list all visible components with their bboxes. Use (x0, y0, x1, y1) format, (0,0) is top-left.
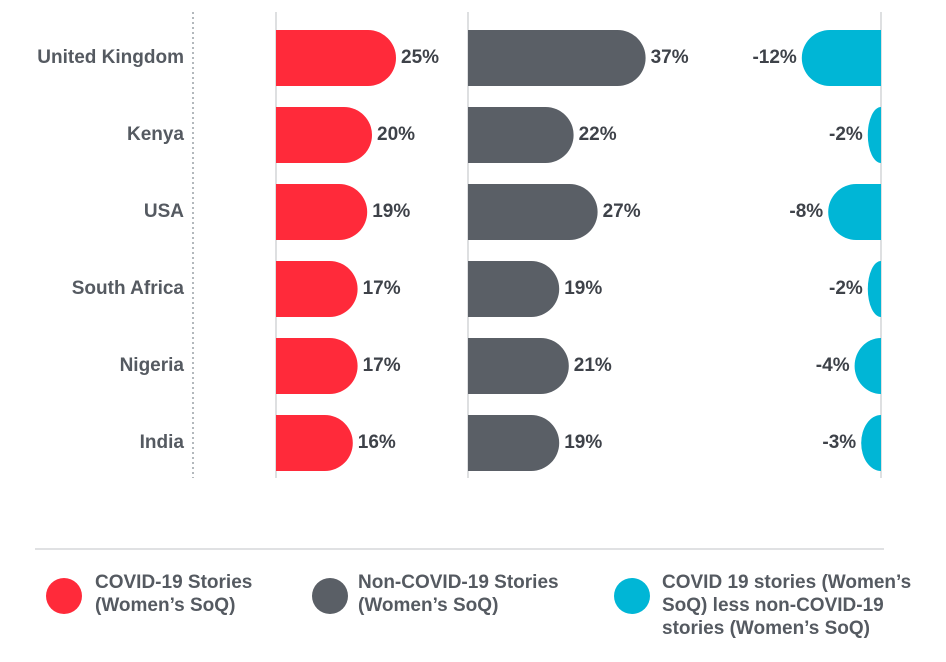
data-label: 25% (401, 47, 439, 68)
data-label: 20% (377, 124, 415, 145)
legend-label-3: COVID 19 stories (Women’s (662, 572, 911, 593)
bar-series-2 (468, 261, 560, 318)
data-label: -4% (816, 355, 850, 376)
bar-series-2 (468, 107, 574, 163)
bar-series-1 (276, 30, 396, 86)
data-label: -12% (752, 47, 796, 68)
bar-series-1 (276, 338, 358, 394)
chart-bars: 25% 20% 19% 17% 17% 16% 37% 22% 27% 19% 21% 19% -12%… (276, 30, 881, 472)
legend-label-2: (Women’s SoQ) (358, 595, 498, 616)
data-label: 19% (564, 278, 602, 299)
legend-swatch-2 (312, 578, 348, 614)
category-label: Nigeria (120, 355, 185, 376)
bar-series-3 (801, 30, 881, 86)
category-label: United Kingdom (37, 47, 184, 68)
bar-series-3 (867, 261, 881, 318)
legend: COVID-19 Stories(Women’s SoQ)Non-COVID-1… (46, 572, 911, 639)
data-label: 17% (363, 278, 401, 299)
bar-series-1 (276, 415, 353, 472)
data-label: 19% (564, 432, 602, 453)
data-label: 37% (651, 47, 689, 68)
bar-series-1 (276, 261, 358, 318)
category-labels: United Kingdom Kenya USA South Africa Nigeri… (37, 47, 184, 453)
data-label: 21% (574, 355, 612, 376)
data-label: -3% (822, 432, 856, 453)
bar-series-2 (468, 184, 598, 241)
legend-label-2: Non-COVID-19 Stories (358, 572, 559, 593)
data-label: 22% (579, 124, 617, 145)
data-label: 17% (363, 355, 401, 376)
category-label: USA (144, 201, 184, 222)
legend-label-3: stories (Women’s SoQ) (662, 618, 870, 639)
legend-swatch-1 (46, 578, 82, 614)
bar-series-3 (854, 338, 881, 394)
bar-series-1 (276, 184, 368, 241)
bar-series-3 (828, 184, 881, 241)
chart-gridlines (35, 12, 884, 550)
bar-series-1 (276, 107, 372, 163)
bar-series-3 (861, 415, 881, 472)
bar-series-2 (468, 338, 569, 394)
category-label: South Africa (72, 278, 185, 299)
legend-label-1: (Women’s SoQ) (95, 595, 235, 616)
legend-label-3: SoQ) less non-COVID-19 (662, 595, 884, 616)
data-label: 16% (358, 432, 396, 453)
data-label: -8% (789, 201, 823, 222)
data-label: -2% (829, 278, 863, 299)
data-label: 19% (372, 201, 410, 222)
data-label: -2% (829, 124, 863, 145)
data-label: 27% (603, 201, 641, 222)
bar-series-3 (867, 107, 881, 163)
bar-series-2 (468, 30, 646, 86)
bar-series-2 (468, 415, 560, 472)
category-label: Kenya (127, 124, 184, 145)
legend-label-1: COVID-19 Stories (95, 572, 252, 593)
category-label: India (140, 432, 185, 453)
legend-swatch-3 (614, 578, 650, 614)
